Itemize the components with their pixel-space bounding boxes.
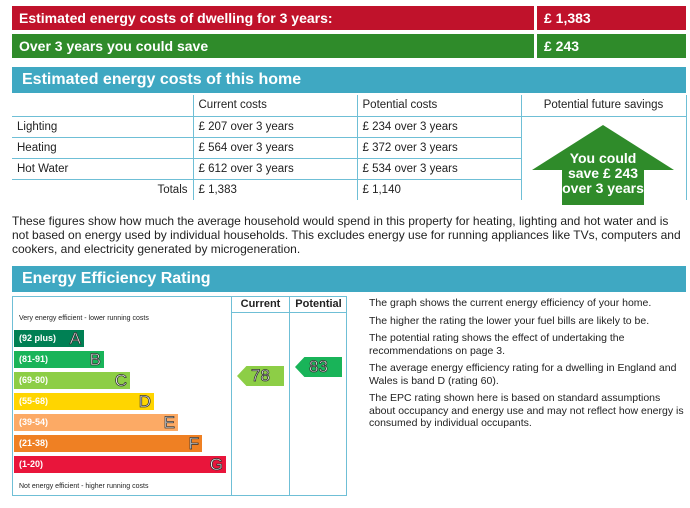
band-d: (55-68) D xyxy=(14,392,154,412)
table-row: Lighting £ 207 over 3 years £ 234 over 3… xyxy=(12,115,687,200)
band-letter: B xyxy=(89,350,101,370)
savings-line-3: over 3 years xyxy=(562,180,644,196)
band-letter: C xyxy=(114,371,127,391)
explanation-1: The graph shows the current energy effic… xyxy=(369,297,652,309)
band-c: (69-80) C xyxy=(14,371,130,391)
costs-table: Current costs Potential costs Potential … xyxy=(12,95,687,200)
explanation-4: The average energy efficiency rating for… xyxy=(369,362,677,387)
totals-label: Totals xyxy=(12,178,194,200)
estimated-costs-label: Estimated energy costs of dwelling for 3… xyxy=(12,6,534,30)
band-range: (1-20) xyxy=(19,459,44,469)
row-label-hot-water: Hot Water xyxy=(12,157,194,180)
top-caption: Very energy efficient - lower running co… xyxy=(19,315,149,322)
band-range: (21-38) xyxy=(19,438,49,448)
savings-arrow-text: You could save £ 243 over 3 years xyxy=(560,151,646,196)
band-range: (92 plus) xyxy=(19,333,57,343)
costs-note: These figures show how much the average … xyxy=(12,214,681,256)
band-range: (39-54) xyxy=(19,417,49,427)
could-save-label: Over 3 years you could save xyxy=(12,34,534,58)
explanation-5: The EPC rating shown here is based on st… xyxy=(369,392,684,429)
cell-current-hot-water: £ 612 over 3 years xyxy=(192,157,358,180)
cell-potential-lighting: £ 234 over 3 years xyxy=(356,115,522,138)
explanation-2: The higher the rating the lower your fue… xyxy=(369,314,650,327)
header-future-savings: Potential future savings xyxy=(520,95,687,117)
divider xyxy=(231,312,347,313)
band-letter: D xyxy=(138,392,151,412)
band-e: (39-54) E xyxy=(14,413,178,433)
savings-arrow-icon xyxy=(532,125,674,205)
band-f: (21-38) F xyxy=(14,434,202,454)
row-label-heating: Heating xyxy=(12,136,194,159)
band-range: (69-80) xyxy=(19,375,49,385)
cell-current-lighting: £ 207 over 3 years xyxy=(192,115,358,138)
band-letter: E xyxy=(163,413,175,433)
could-save-value: £ 243 xyxy=(537,34,686,58)
costs-section-title: Estimated energy costs of this home xyxy=(12,67,686,93)
row-label-lighting: Lighting xyxy=(12,115,194,138)
totals-potential: £ 1,140 xyxy=(356,178,522,200)
cell-current-heating: £ 564 over 3 years xyxy=(192,136,358,159)
current-column-header: Current xyxy=(240,298,281,310)
band-letter: F xyxy=(188,434,199,454)
band-range: (55-68) xyxy=(19,396,49,406)
divider xyxy=(289,296,290,496)
header-spacer xyxy=(12,95,194,117)
bottom-caption: Not energy efficient - higher running co… xyxy=(19,483,149,490)
divider xyxy=(231,296,232,496)
current-rating-arrow: 78 xyxy=(237,366,284,386)
savings-line-2: save £ 243 xyxy=(567,165,639,181)
band-g: (1-20) G xyxy=(14,455,226,475)
band-letter: G xyxy=(209,455,223,475)
cell-potential-hot-water: £ 534 over 3 years xyxy=(356,157,522,180)
table-row: Hot Water £ 612 over 3 years £ 534 over … xyxy=(12,157,686,180)
rating-chart xyxy=(12,296,347,496)
band-letter: A xyxy=(69,329,81,349)
cell-potential-heating: £ 372 over 3 years xyxy=(356,136,522,159)
estimated-costs-value: £ 1,383 xyxy=(537,6,686,30)
band-b: (81-91) B xyxy=(14,350,104,370)
rating-explanation: The graph shows the current energy effic… xyxy=(369,297,685,435)
totals-row: Totals £ 1,383 £ 1,140 xyxy=(12,178,686,200)
header-potential-costs: Potential costs xyxy=(356,95,522,117)
efficiency-section-title: Energy Efficiency Rating xyxy=(12,266,686,292)
totals-current: £ 1,383 xyxy=(192,178,358,200)
band-range: (81-91) xyxy=(19,354,49,364)
potential-column-header: Potential xyxy=(295,298,342,310)
savings-line-1: You could xyxy=(569,150,637,166)
potential-rating-arrow: 83 xyxy=(295,357,342,377)
header-current-costs: Current costs xyxy=(192,95,358,117)
table-row: Heating £ 564 over 3 years £ 372 over 3 … xyxy=(12,136,686,159)
band-a: (92 plus) A xyxy=(14,329,84,349)
explanation-3: The potential rating shows the effect of… xyxy=(369,332,625,357)
